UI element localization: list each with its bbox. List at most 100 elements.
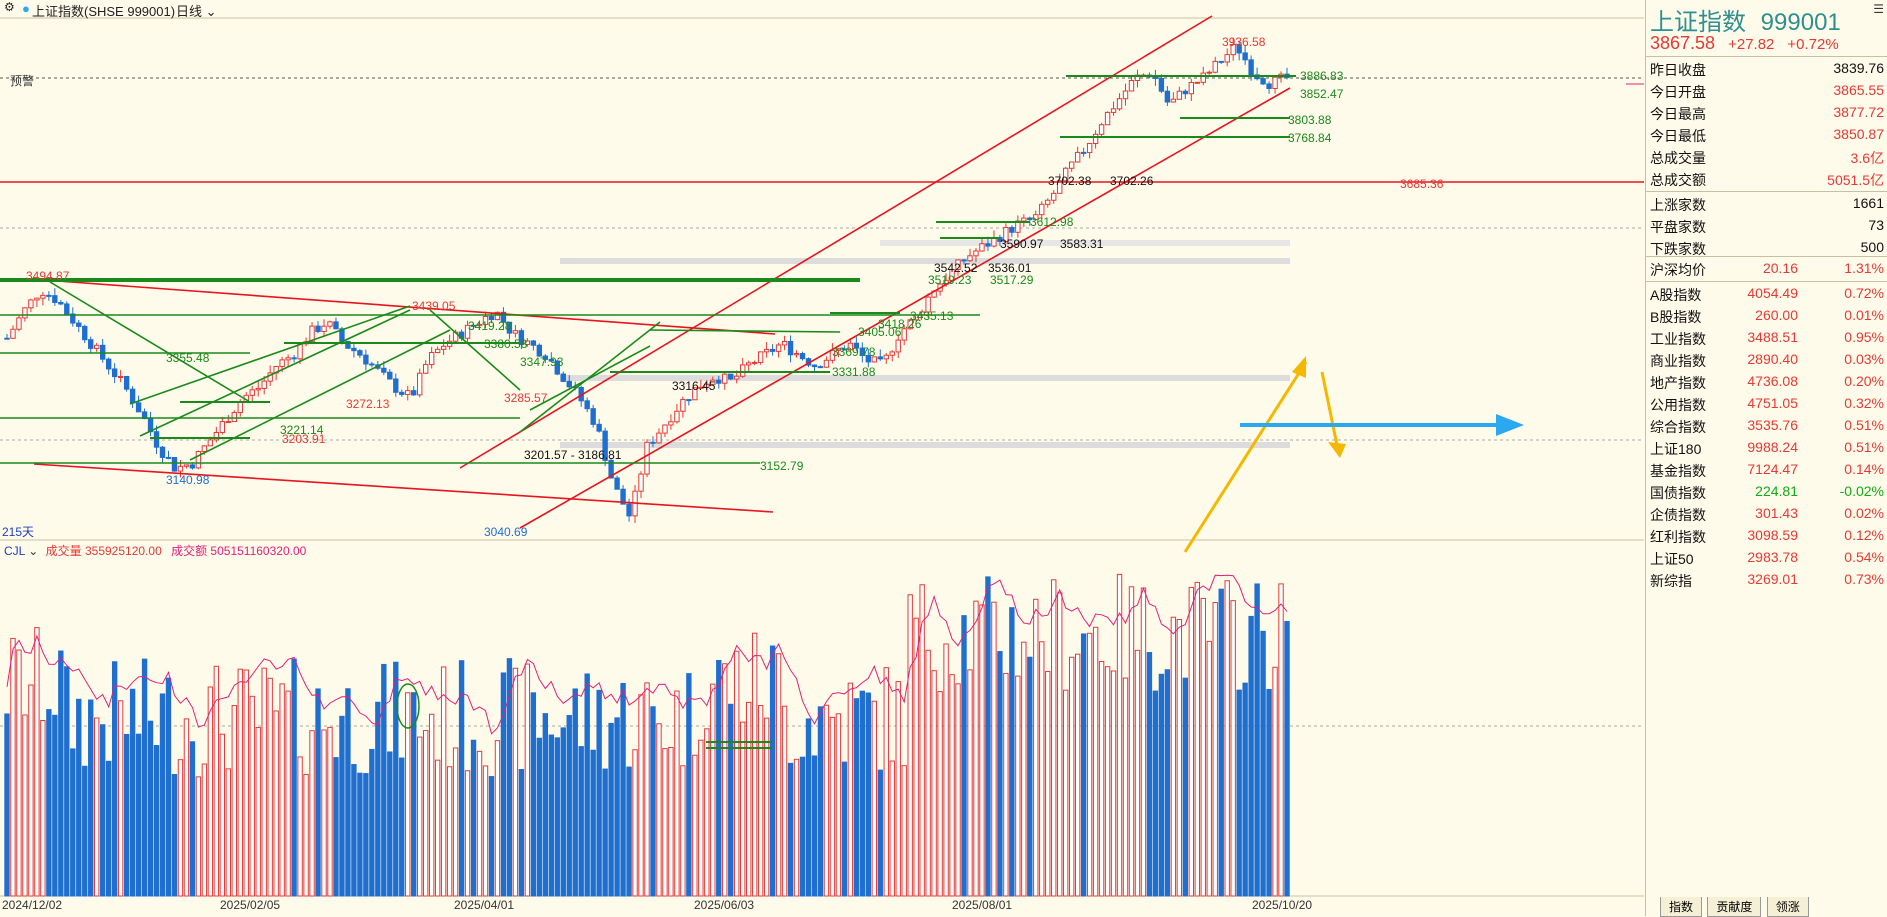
candle-body bbox=[135, 402, 142, 413]
volume-legend: CJL ⌄ 成交量 355925120.00 成交额 505151160320.… bbox=[4, 542, 306, 559]
quote-row-label: A股指数 bbox=[1650, 287, 1702, 303]
volume-bar bbox=[626, 766, 632, 897]
menu-icon[interactable]: ☰ bbox=[1873, 2, 1884, 16]
quote-row-value: 3488.51 bbox=[1747, 329, 1798, 345]
quote-row[interactable]: 昨日收盘 3839.76 bbox=[1646, 57, 1887, 79]
quote-row[interactable]: 上证180 9988.24 0.51% bbox=[1646, 436, 1887, 458]
candle-body bbox=[16, 317, 22, 330]
quote-row[interactable]: 工业指数 3488.51 0.95% bbox=[1646, 326, 1887, 348]
volume-bar bbox=[64, 666, 70, 897]
chevron-down-icon[interactable]: ⌄ bbox=[28, 544, 39, 558]
candle-body bbox=[261, 380, 267, 389]
settings-icon[interactable]: ⚙ bbox=[4, 0, 15, 14]
quote-row[interactable]: 红利指数 3098.59 0.12% bbox=[1646, 524, 1887, 546]
volume-bar bbox=[1170, 616, 1177, 897]
candle-body bbox=[1206, 71, 1212, 74]
candle-body bbox=[692, 387, 698, 401]
candle-body bbox=[823, 359, 830, 368]
quote-row-value: 2983.78 bbox=[1747, 549, 1798, 565]
volume-bar bbox=[375, 701, 381, 897]
quote-stats-table: 昨日收盘 3839.76 今日开盘 3865.55 今日最高 3877.72 今日最低 385… bbox=[1646, 56, 1887, 189]
volume-bar bbox=[123, 733, 130, 897]
volume-bar bbox=[171, 774, 178, 897]
tab-leaders[interactable]: 领涨 bbox=[1766, 897, 1809, 917]
quote-row[interactable]: 商业指数 2890.40 0.03% bbox=[1646, 348, 1887, 370]
quote-row[interactable]: 基金指数 7124.47 0.14% bbox=[1646, 458, 1887, 480]
trendline-green bbox=[649, 329, 841, 333]
volume-bar bbox=[1068, 656, 1075, 897]
quote-row[interactable]: B股指数 260.00 0.01% bbox=[1646, 304, 1887, 326]
volume-bar bbox=[1146, 652, 1153, 897]
candle-body bbox=[680, 399, 686, 412]
candle-body bbox=[58, 301, 64, 305]
volume-bar bbox=[967, 669, 973, 897]
price-change-pct: +0.72% bbox=[1787, 36, 1839, 53]
volume-bar bbox=[889, 760, 895, 897]
volume-bar bbox=[100, 724, 106, 897]
volume-bar bbox=[841, 761, 848, 897]
volume-bar bbox=[871, 700, 877, 897]
candle-body bbox=[100, 344, 106, 360]
candle-body bbox=[381, 367, 387, 373]
candle-body bbox=[626, 503, 632, 517]
chart-canvas[interactable]: 3936.58 3886.83 3852.47 3803.88 3768.84 3702.… bbox=[0, 0, 1644, 916]
volume-bar bbox=[751, 632, 758, 897]
quote-row[interactable]: 总成交量 3.6亿 bbox=[1646, 145, 1887, 167]
quote-row[interactable]: 总成交额 5051.5亿 bbox=[1646, 167, 1887, 189]
volume-bar bbox=[997, 651, 1003, 897]
candle-body bbox=[1152, 76, 1159, 79]
candle-body bbox=[1236, 43, 1242, 54]
volume-bar bbox=[518, 769, 525, 897]
quote-row[interactable]: 今日最高 3877.72 bbox=[1646, 101, 1887, 123]
quote-row-pct: 0.54% bbox=[1844, 549, 1884, 565]
tab-contribution[interactable]: 贡献度 bbox=[1707, 897, 1762, 917]
candle-body bbox=[4, 337, 10, 340]
candle-body bbox=[859, 347, 866, 357]
candle-body bbox=[638, 473, 644, 492]
quote-row[interactable]: 今日开盘 3865.55 bbox=[1646, 79, 1887, 101]
quote-row[interactable]: 综合指数 3535.76 0.51% bbox=[1646, 414, 1887, 436]
quote-row[interactable]: 公用指数 4751.05 0.32% bbox=[1646, 392, 1887, 414]
volume-bar bbox=[1212, 602, 1218, 897]
volume-bar bbox=[279, 683, 285, 897]
volume-bar bbox=[692, 754, 698, 897]
quote-row[interactable]: A股指数 4054.49 0.72% bbox=[1646, 282, 1887, 304]
candle-body bbox=[357, 350, 363, 356]
volume-bar bbox=[165, 677, 172, 897]
kline-chart-area[interactable]: 3936.58 3886.83 3852.47 3803.88 3768.84 3702.… bbox=[0, 0, 1644, 916]
volume-bar bbox=[4, 713, 10, 897]
candle-body bbox=[979, 243, 985, 252]
volume-bar bbox=[769, 645, 776, 897]
volume-bar bbox=[1027, 656, 1033, 897]
volume-bar bbox=[1254, 583, 1260, 897]
quote-row[interactable]: 新综指 3269.01 0.73% bbox=[1646, 568, 1887, 590]
volume-bar bbox=[440, 666, 447, 897]
quote-row[interactable]: 上涨家数 1661 bbox=[1646, 192, 1887, 214]
volume-bar bbox=[722, 663, 728, 897]
volume-bar bbox=[961, 615, 967, 897]
candle-body bbox=[195, 451, 202, 469]
chart-title: 上证指数(SHSE 999001) bbox=[32, 4, 176, 19]
candle-body bbox=[757, 351, 764, 363]
volume-bar bbox=[1116, 573, 1123, 897]
period-selector[interactable]: 日线 ⌄ bbox=[176, 4, 217, 19]
quote-row[interactable]: 下跌家数 500 bbox=[1646, 236, 1887, 258]
quote-row[interactable]: 地产指数 4736.08 0.20% bbox=[1646, 370, 1887, 392]
quote-row[interactable]: 国债指数 224.81 -0.02% bbox=[1646, 480, 1887, 502]
amount-value: 成交额 505151160320.00 bbox=[171, 544, 307, 558]
tab-index[interactable]: 指数 bbox=[1660, 897, 1703, 917]
quote-row[interactable]: 上证50 2983.78 0.54% bbox=[1646, 546, 1887, 568]
volume-bar bbox=[536, 737, 543, 897]
alert-tag[interactable]: 预警 bbox=[10, 74, 35, 88]
quote-row[interactable]: 今日最低 3850.87 bbox=[1646, 123, 1887, 145]
volume-bar bbox=[1033, 598, 1039, 897]
quote-row-value: 1661 bbox=[1852, 195, 1884, 211]
quote-row-label: 今日最低 bbox=[1650, 128, 1706, 144]
quote-row-pct: 1.31% bbox=[1844, 260, 1884, 276]
quote-row[interactable]: 沪深均价 20.16 1.31% bbox=[1646, 257, 1887, 279]
volume-bar bbox=[76, 698, 82, 897]
candle-body bbox=[1104, 111, 1111, 126]
volume-bar bbox=[1284, 620, 1290, 897]
quote-row[interactable]: 平盘家数 73 bbox=[1646, 214, 1887, 236]
quote-row[interactable]: 企债指数 301.43 0.02% bbox=[1646, 502, 1887, 524]
